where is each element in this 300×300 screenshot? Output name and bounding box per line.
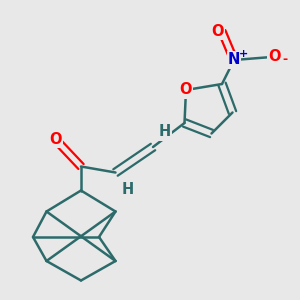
Text: -: - [282, 53, 288, 67]
Text: H: H [122, 182, 134, 196]
Text: +: + [238, 49, 247, 59]
Text: O: O [180, 82, 192, 98]
Text: O: O [49, 132, 62, 147]
Text: H: H [159, 124, 171, 140]
Text: O: O [211, 24, 224, 39]
Text: O: O [268, 50, 281, 64]
Text: N: N [228, 52, 240, 68]
